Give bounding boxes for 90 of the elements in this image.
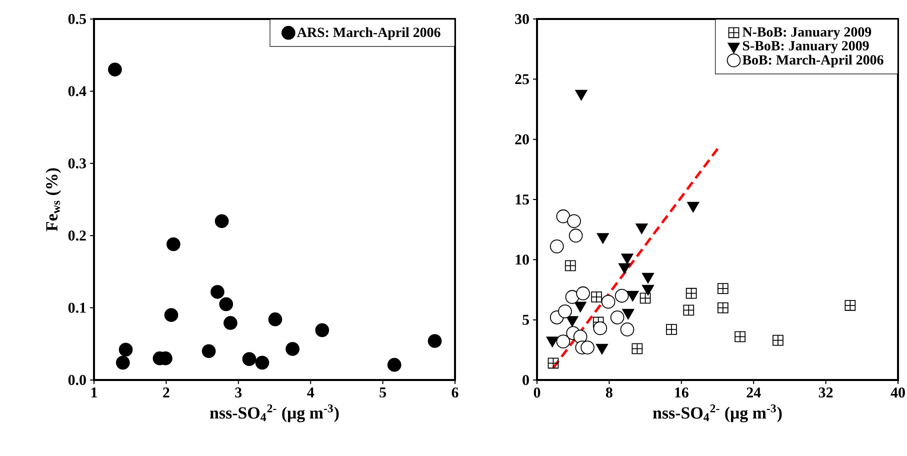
point — [717, 283, 728, 294]
point — [717, 302, 728, 314]
legend-label: S-BoB: January 2009 — [742, 41, 869, 54]
point — [614, 288, 629, 303]
point — [576, 286, 590, 300]
point — [622, 308, 634, 320]
x-tick-label: 24 — [746, 388, 761, 398]
point — [428, 334, 442, 348]
point — [566, 316, 578, 327]
point — [642, 272, 654, 284]
point — [772, 334, 784, 346]
legend-label: ARS: March-April 2006 — [297, 27, 440, 40]
point — [214, 214, 229, 228]
point — [219, 297, 234, 312]
point — [734, 331, 746, 342]
point — [610, 310, 624, 324]
point — [118, 342, 133, 357]
x-tick-label: 8 — [606, 388, 612, 398]
point — [575, 90, 588, 101]
point — [568, 228, 583, 243]
point — [116, 356, 130, 370]
point — [591, 292, 602, 302]
point — [574, 302, 586, 312]
point — [202, 344, 216, 358]
y-tick-label: 15 — [516, 194, 529, 204]
point — [315, 323, 330, 338]
y-tick-label: 0.3 — [68, 158, 86, 168]
point — [683, 304, 694, 316]
y-tick-label: 0.5 — [68, 14, 86, 24]
x-tick-label: 0 — [534, 388, 540, 398]
point — [108, 62, 122, 76]
point — [593, 321, 608, 336]
legend-label: BoB: March-April 2006 — [742, 54, 884, 68]
point — [550, 240, 564, 254]
x-tick-label: 2 — [163, 388, 170, 398]
point — [632, 343, 643, 354]
x-tick-label: 1 — [91, 388, 97, 398]
x-tick-label: 5 — [380, 388, 386, 398]
y-tick-label: 25 — [515, 74, 529, 84]
y-tick-label: 0.1 — [68, 302, 86, 313]
point — [387, 358, 402, 372]
x-tick-label: 40 — [890, 388, 905, 398]
point — [556, 334, 570, 348]
y-axis-title: Fe$_{ws}$ (%) — [46, 168, 61, 232]
point — [844, 300, 856, 311]
point — [255, 356, 270, 370]
y-tick-label: 30 — [515, 14, 529, 24]
point — [596, 233, 609, 244]
point — [548, 358, 559, 369]
y-tick-label: 20 — [515, 134, 529, 144]
point — [286, 342, 300, 356]
point — [565, 290, 580, 304]
point — [556, 209, 570, 224]
point — [686, 288, 697, 299]
legend-label: N-BoB: January 2009 — [742, 27, 872, 40]
point — [558, 304, 572, 318]
y-tick-label: 0.4 — [68, 86, 86, 96]
point — [618, 263, 631, 274]
y-tick-label: 0.0 — [68, 374, 86, 386]
point — [642, 284, 654, 296]
point — [210, 284, 224, 299]
x-tick-label: 3 — [235, 388, 242, 398]
x-tick-label: 4 — [307, 388, 314, 398]
point — [268, 312, 282, 326]
y-tick-label: 0 — [522, 374, 529, 386]
point — [620, 322, 634, 336]
point — [601, 294, 616, 309]
point — [567, 214, 581, 228]
x-axis-title: nss-SO$_{4}$$^{2-}$ (μg m$^{-3}$) — [210, 404, 339, 422]
y-tick-label: 5 — [522, 314, 529, 325]
point — [687, 202, 700, 212]
point — [224, 316, 238, 330]
point — [580, 340, 594, 354]
point — [621, 254, 634, 264]
y-tick-label: 0.2 — [68, 230, 86, 241]
x-axis-title: nss-SO$_{4}$$^{2-}$ (μg m$^{-3}$) — [652, 404, 782, 422]
x-tick-label: 6 — [452, 388, 458, 398]
point — [666, 324, 677, 335]
point — [592, 316, 604, 328]
point — [636, 223, 648, 234]
point — [242, 352, 256, 366]
y-tick-label: 10 — [516, 254, 529, 265]
point — [166, 237, 180, 252]
point — [626, 290, 639, 302]
x-tick-label: 32 — [818, 388, 833, 398]
point — [164, 308, 178, 322]
x-tick-label: 16 — [675, 388, 688, 398]
point — [596, 344, 608, 354]
point — [564, 260, 576, 272]
point — [640, 292, 651, 304]
